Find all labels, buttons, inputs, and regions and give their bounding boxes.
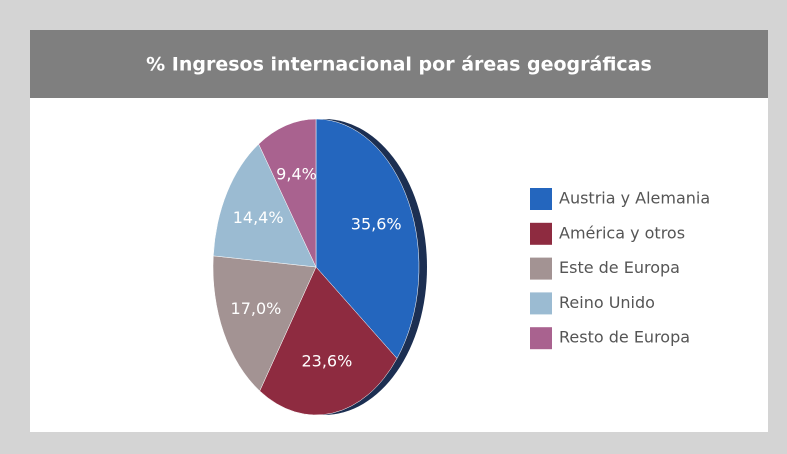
- pie-slice: [212, 255, 317, 392]
- slice-label: 14,4%: [233, 208, 284, 227]
- legend-label: Austria y Alemania: [559, 189, 710, 208]
- legend-swatch: [530, 327, 552, 350]
- header: [30, 30, 768, 98]
- legend-swatch: [530, 292, 552, 315]
- chart-title: % Ingresos internacional por áreas geogr…: [146, 54, 652, 76]
- legend-swatch: [530, 222, 552, 245]
- pie-slice: [213, 143, 317, 268]
- legend-label: América y otros: [559, 223, 685, 242]
- slice-label: 17,0%: [231, 299, 282, 318]
- pie-slice: [315, 118, 420, 359]
- legend-swatch: [530, 188, 552, 210]
- slice-label: 9,4%: [276, 164, 317, 183]
- legend-label: Este de Europa: [559, 258, 680, 277]
- legend-swatch: [530, 257, 552, 280]
- slice-label: 35,6%: [351, 214, 402, 233]
- legend-label: Resto de Europa: [559, 328, 690, 347]
- pie-slice: [259, 266, 398, 416]
- pie-slice: [258, 118, 317, 268]
- legend-label: Reino Unido: [559, 293, 655, 312]
- slice-label: 23,6%: [301, 351, 352, 370]
